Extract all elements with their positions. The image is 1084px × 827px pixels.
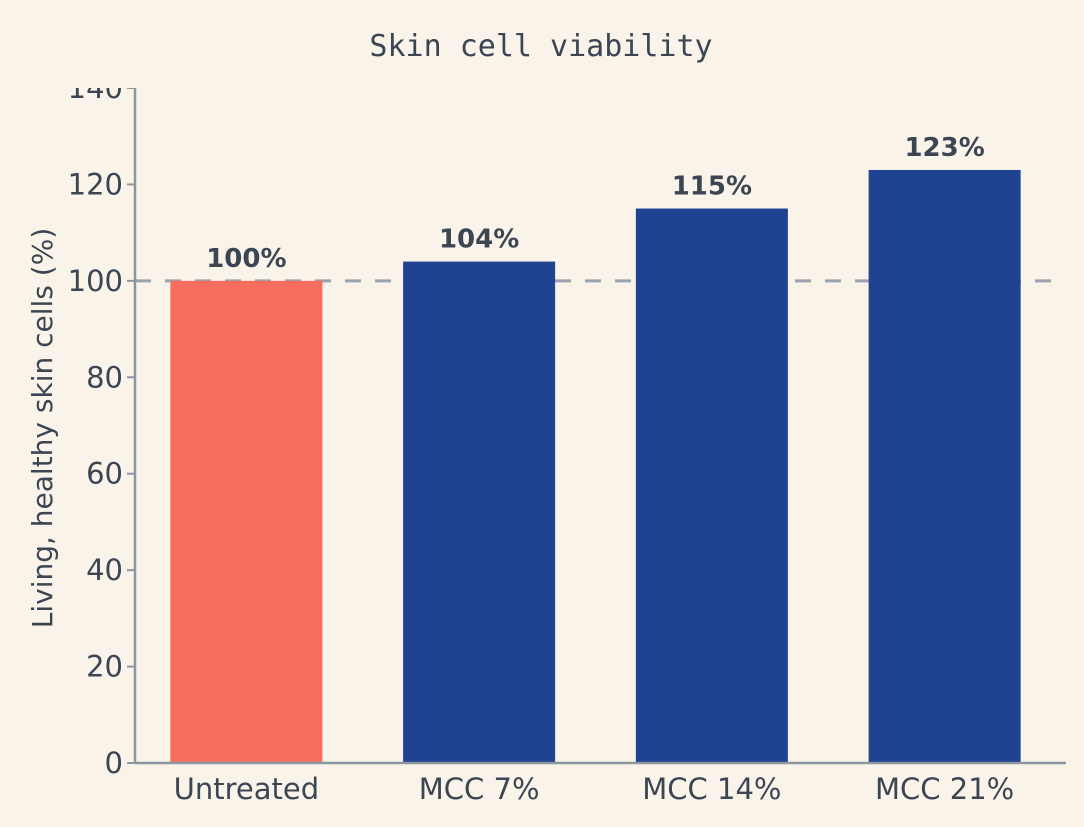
- x-axis-categories: Untreated MCC 7% MCC 14% MCC 21%: [174, 772, 1015, 806]
- y-tick-label: 60: [86, 457, 123, 491]
- bar-untreated: [170, 280, 323, 763]
- x-category-label: MCC 21%: [875, 772, 1014, 806]
- y-axis-ticks: 0 20 40 60 80 100 120 140: [68, 71, 135, 780]
- bar-mcc-7-: [403, 261, 556, 763]
- x-category-label: MCC 14%: [642, 772, 781, 806]
- bar-mcc-14-: [635, 208, 788, 764]
- y-axis-label: Living, healthy skin cells (%): [26, 228, 59, 629]
- y-tick-label: 40: [86, 553, 123, 587]
- value-labels: 100% 104% 115% 123%: [206, 133, 985, 274]
- y-tick-label: 20: [86, 650, 123, 684]
- bar-value-label: 115%: [672, 172, 752, 202]
- x-category-label: MCC 7%: [419, 772, 540, 806]
- y-tick-label: 80: [86, 360, 123, 394]
- bar-value-label: 104%: [439, 225, 519, 255]
- y-tick-label: 0: [105, 746, 123, 780]
- bar-value-label: 123%: [904, 133, 984, 163]
- chart-title: Skin cell viability: [369, 29, 712, 64]
- y-tick-label: 140: [68, 71, 123, 105]
- bar-mcc-21-: [868, 169, 1021, 763]
- y-tick-label: 100: [68, 264, 123, 298]
- x-category-label: Untreated: [174, 772, 320, 806]
- bar-value-label: 100%: [206, 244, 286, 274]
- y-tick-label: 120: [68, 167, 123, 201]
- bars: [170, 169, 1021, 764]
